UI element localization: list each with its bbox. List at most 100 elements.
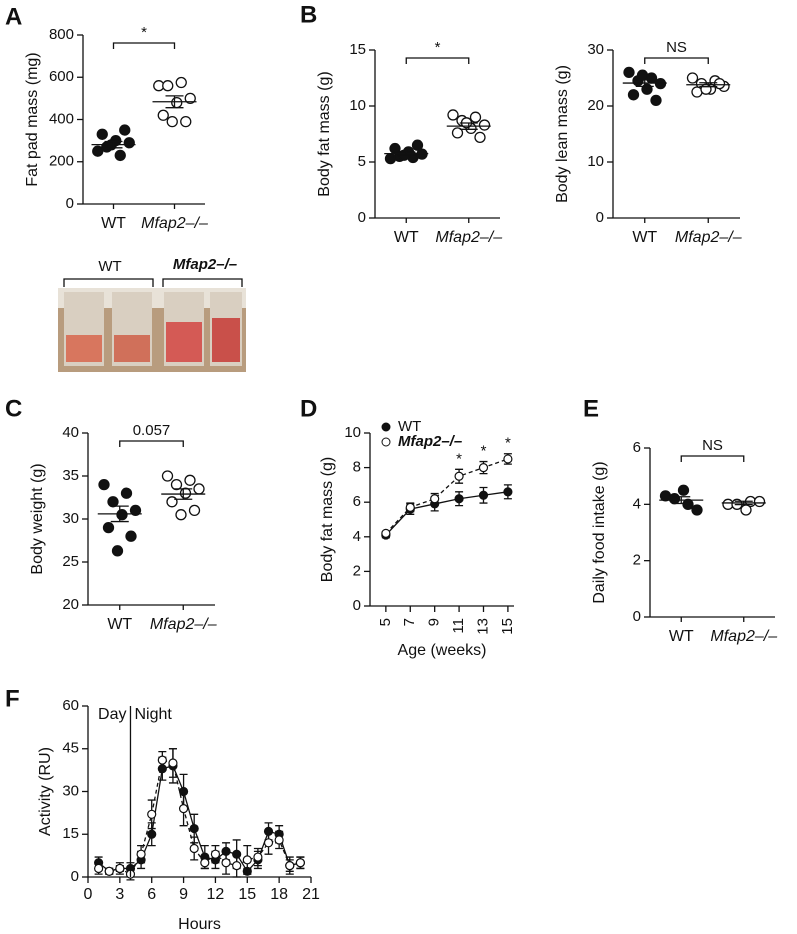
data-point [668,493,681,505]
series-line [385,491,508,536]
data-point [503,454,513,464]
x-axis-label: Hours [178,916,221,933]
data-point [111,545,124,557]
divider-label: Day [98,706,126,723]
y-tick-label: 0 [353,597,361,614]
error-bar [672,496,691,505]
error-bar [397,151,416,156]
x-tick-label: 21 [302,886,320,903]
data-point [189,843,199,854]
y-tick-label: 45 [62,740,79,757]
divider-label: Night [134,706,172,723]
data-point [221,858,231,868]
data-point [175,76,187,89]
y-tick-label: 40 [62,424,79,441]
data-point [232,860,242,871]
error-bar [165,95,184,109]
data-point [405,502,415,512]
data-point [623,66,635,79]
y-tick-label: 800 [49,26,74,43]
error-bar [174,488,193,500]
legend-marker [381,437,391,447]
y-tick-label: 0 [358,209,366,226]
data-point [157,755,167,765]
data-point [170,478,183,491]
series-line [98,759,301,876]
x-tick-label: 13 [474,618,491,635]
y-tick-label: 200 [49,153,74,170]
legend-label: Mfap2–/– [398,433,462,450]
x-tick-label: 15 [238,886,256,903]
y-tick-label: 10 [344,424,361,441]
x-tick-label: 15 [499,618,516,635]
y-tick-label: 8 [353,459,361,476]
error-bar [635,79,654,88]
x-tick-label: 5 [377,618,394,626]
y-tick-label: 25 [62,553,79,570]
data-point [184,92,196,105]
data-point [200,858,210,868]
data-point [94,863,104,874]
data-point [115,863,125,874]
data-point [102,521,115,534]
annotation: * [505,435,511,452]
error-bar [734,500,753,506]
data-point [474,131,486,144]
y-axis-label: Daily food intake (g) [591,461,608,603]
data-point [478,490,489,500]
error-bar [104,140,123,149]
tissue [166,322,202,362]
data-point [189,823,199,834]
y-tick-label: 15 [349,41,366,58]
data-point [92,145,104,157]
significance-bracket [644,57,709,64]
x-tick-label: 0 [84,886,93,903]
tissue [114,335,150,362]
x-tick-label: WT [669,628,694,645]
data-point [98,478,110,491]
significance-label: 0.057 [133,422,171,439]
data-point [478,119,491,131]
y-axis-label: Fat pad mass (mg) [24,52,41,186]
x-tick-label: 6 [147,886,156,903]
data-point [178,803,189,814]
data-point [627,89,640,101]
data-point [451,127,464,139]
y-tick-label: 10 [349,97,366,114]
data-point [147,809,157,819]
significance-bracket [680,455,745,462]
panel-letter: F [5,685,20,712]
y-tick-label: 4 [353,528,361,545]
y-tick-label: 6 [353,493,361,510]
y-tick-label: 6 [633,439,641,456]
data-point [210,849,221,859]
data-point [295,858,305,868]
data-point [168,758,178,768]
data-point [129,504,142,517]
y-tick-label: 0 [633,608,641,625]
photo: WT Mfap2–/– [58,256,246,372]
data-point [175,509,187,521]
data-point [454,494,464,504]
data-point [116,509,128,521]
data-point [253,852,263,862]
x-tick-label: 3 [115,886,124,903]
y-axis-label: Body lean mass (g) [554,65,571,203]
x-tick-label: Mfap2–/– [435,229,502,246]
error-bar [110,505,129,523]
x-tick-label: Mfap2–/– [710,628,777,645]
data-point [147,829,157,839]
x-tick-label: Mfap2–/– [675,229,742,246]
data-point [166,115,178,128]
legend-label: WT [398,418,421,435]
data-point [136,849,146,859]
x-tick-label: 9 [426,618,443,626]
x-tick-label: 12 [207,886,225,903]
y-tick-label: 2 [353,562,361,579]
data-point [677,484,690,496]
data-point [469,111,482,123]
significance-bracket [119,440,184,447]
y-tick-label: 0 [66,195,74,212]
data-point [263,838,274,848]
x-tick-label: 18 [270,886,288,903]
